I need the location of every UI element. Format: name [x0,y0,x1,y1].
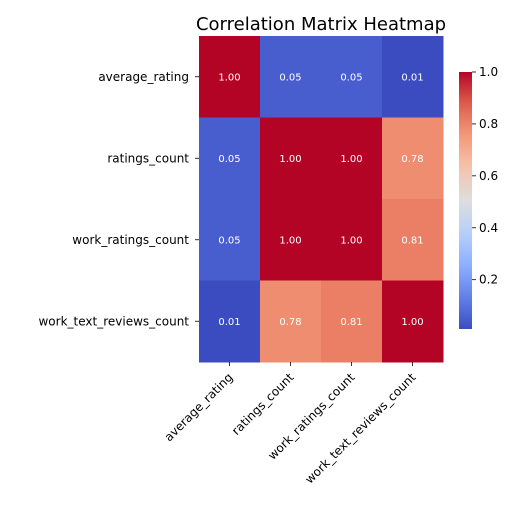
y-tick-label: work_text_reviews_count [38,314,189,328]
heatmap-cell [321,280,383,363]
cell-value-label: 0.78 [279,317,301,328]
colorbar-tick-label: 0.6 [479,169,498,183]
heatmap-cell [321,117,383,200]
heatmap-cell [260,36,322,118]
heatmap-cell-labels: 1.00 0.05 0.05 0.01 0.05 1.00 1.00 0.78 0.05 1.00… [218,72,423,328]
x-tick-label: ratings_count [229,370,297,438]
chart-title: Correlation Matrix Heatmap [196,14,446,35]
cell-value-label: 0.01 [218,317,240,328]
colorbar-ticks: 0.2 0.4 0.6 0.8 1.0 [472,65,498,287]
cell-value-label: 0.78 [401,154,423,165]
heatmap-cell [199,280,261,363]
colorbar: 0.2 0.4 0.6 0.8 1.0 [459,65,498,329]
colorbar-gradient [459,72,472,329]
heatmap-cell [382,199,444,281]
heatmap-cell [199,36,261,118]
colorbar-tick-label: 0.8 [479,117,498,131]
x-axis-ticks: average_ratingratings_countwork_ratings_… [162,362,419,487]
cell-value-label: 1.00 [401,317,423,328]
heatmap-cell [321,36,383,118]
y-tick-label: ratings_count [107,151,189,165]
cell-value-label: 0.81 [340,317,362,328]
heatmap-cell [199,199,261,281]
cell-value-label: 0.05 [218,154,240,165]
heatmap-cell [260,117,322,200]
x-tick-label: work_text_reviews_count [302,370,419,487]
cell-value-label: 1.00 [279,235,301,246]
heatmap-cell [260,199,322,281]
heatmap-cell [321,199,383,281]
cell-value-label: 0.05 [218,235,240,246]
cell-value-label: 0.81 [401,235,423,246]
heatmap-cell [382,117,444,200]
heatmap-cell [199,117,261,200]
colorbar-tick-label: 0.2 [479,273,498,287]
heatmap-cell [382,280,444,363]
heatmap-cells [199,36,444,363]
heatmap-cell [260,280,322,363]
cell-value-label: 1.00 [340,154,362,165]
y-tick-label: average_rating [98,70,189,84]
colorbar-tick-label: 0.4 [479,221,498,235]
colorbar-tick-label: 1.0 [479,65,498,79]
y-tick-label: work_ratings_count [72,233,189,247]
cell-value-label: 0.05 [279,72,301,83]
cell-value-label: 1.00 [279,154,301,165]
y-axis-ticks: average_rating ratings_count work_ratings_… [38,70,199,328]
cell-value-label: 1.00 [340,235,362,246]
cell-value-label: 0.05 [340,72,362,83]
cell-value-label: 0.01 [401,72,423,83]
cell-value-label: 1.00 [218,72,240,83]
heatmap-cell [382,36,444,118]
x-tick-label: average_rating [162,370,236,444]
